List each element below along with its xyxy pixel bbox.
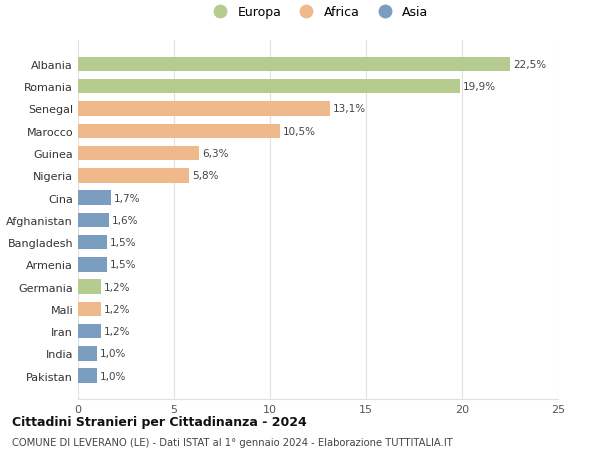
- Bar: [78, 235, 107, 250]
- Text: 13,1%: 13,1%: [332, 104, 365, 114]
- Bar: [78, 146, 199, 161]
- Bar: [78, 80, 460, 94]
- Bar: [78, 324, 101, 339]
- Text: 1,2%: 1,2%: [104, 304, 130, 314]
- Text: 1,7%: 1,7%: [113, 193, 140, 203]
- Bar: [78, 168, 190, 183]
- Text: 1,2%: 1,2%: [104, 282, 130, 292]
- Bar: [78, 191, 110, 205]
- Bar: [78, 102, 329, 117]
- Text: 5,8%: 5,8%: [192, 171, 219, 181]
- Text: 1,5%: 1,5%: [110, 238, 136, 247]
- Bar: [78, 347, 97, 361]
- Text: 10,5%: 10,5%: [283, 127, 316, 136]
- Text: 22,5%: 22,5%: [513, 60, 546, 70]
- Legend: Europa, Africa, Asia: Europa, Africa, Asia: [208, 6, 428, 19]
- Text: 1,6%: 1,6%: [112, 215, 138, 225]
- Bar: [78, 124, 280, 139]
- Bar: [78, 57, 510, 72]
- Text: Cittadini Stranieri per Cittadinanza - 2024: Cittadini Stranieri per Cittadinanza - 2…: [12, 415, 307, 428]
- Bar: [78, 213, 109, 228]
- Bar: [78, 280, 101, 294]
- Bar: [78, 369, 97, 383]
- Text: 1,0%: 1,0%: [100, 371, 127, 381]
- Text: 1,2%: 1,2%: [104, 326, 130, 336]
- Text: 6,3%: 6,3%: [202, 149, 229, 159]
- Text: 19,9%: 19,9%: [463, 82, 496, 92]
- Text: 1,5%: 1,5%: [110, 260, 136, 270]
- Text: COMUNE DI LEVERANO (LE) - Dati ISTAT al 1° gennaio 2024 - Elaborazione TUTTITALI: COMUNE DI LEVERANO (LE) - Dati ISTAT al …: [12, 437, 453, 447]
- Bar: [78, 257, 107, 272]
- Bar: [78, 302, 101, 316]
- Text: 1,0%: 1,0%: [100, 349, 127, 358]
